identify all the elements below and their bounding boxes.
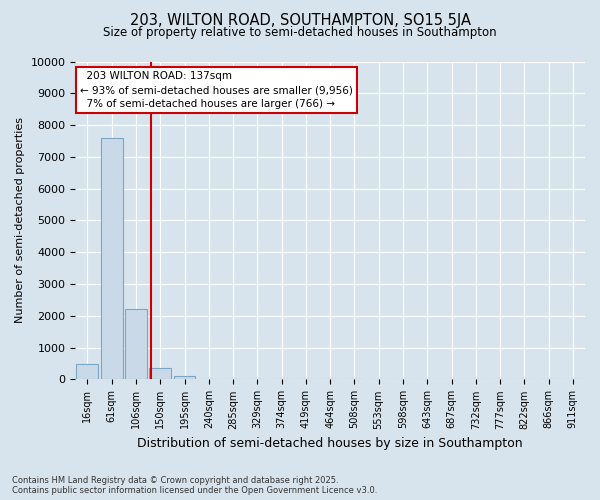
Text: Contains HM Land Registry data © Crown copyright and database right 2025.
Contai: Contains HM Land Registry data © Crown c… [12,476,377,495]
X-axis label: Distribution of semi-detached houses by size in Southampton: Distribution of semi-detached houses by … [137,437,523,450]
Bar [198,379,220,380]
Text: Size of property relative to semi-detached houses in Southampton: Size of property relative to semi-detach… [103,26,497,39]
Text: 203, WILTON ROAD, SOUTHAMPTON, SO15 5JA: 203, WILTON ROAD, SOUTHAMPTON, SO15 5JA [130,12,470,28]
Bar [125,310,147,380]
Y-axis label: Number of semi-detached properties: Number of semi-detached properties [15,118,25,324]
Text: 203 WILTON ROAD: 137sqm
← 93% of semi-detached houses are smaller (9,956)
  7% o: 203 WILTON ROAD: 137sqm ← 93% of semi-de… [80,71,353,109]
Bar [149,368,171,380]
Bar [76,364,98,380]
Bar [101,138,122,380]
Bar [173,376,196,380]
